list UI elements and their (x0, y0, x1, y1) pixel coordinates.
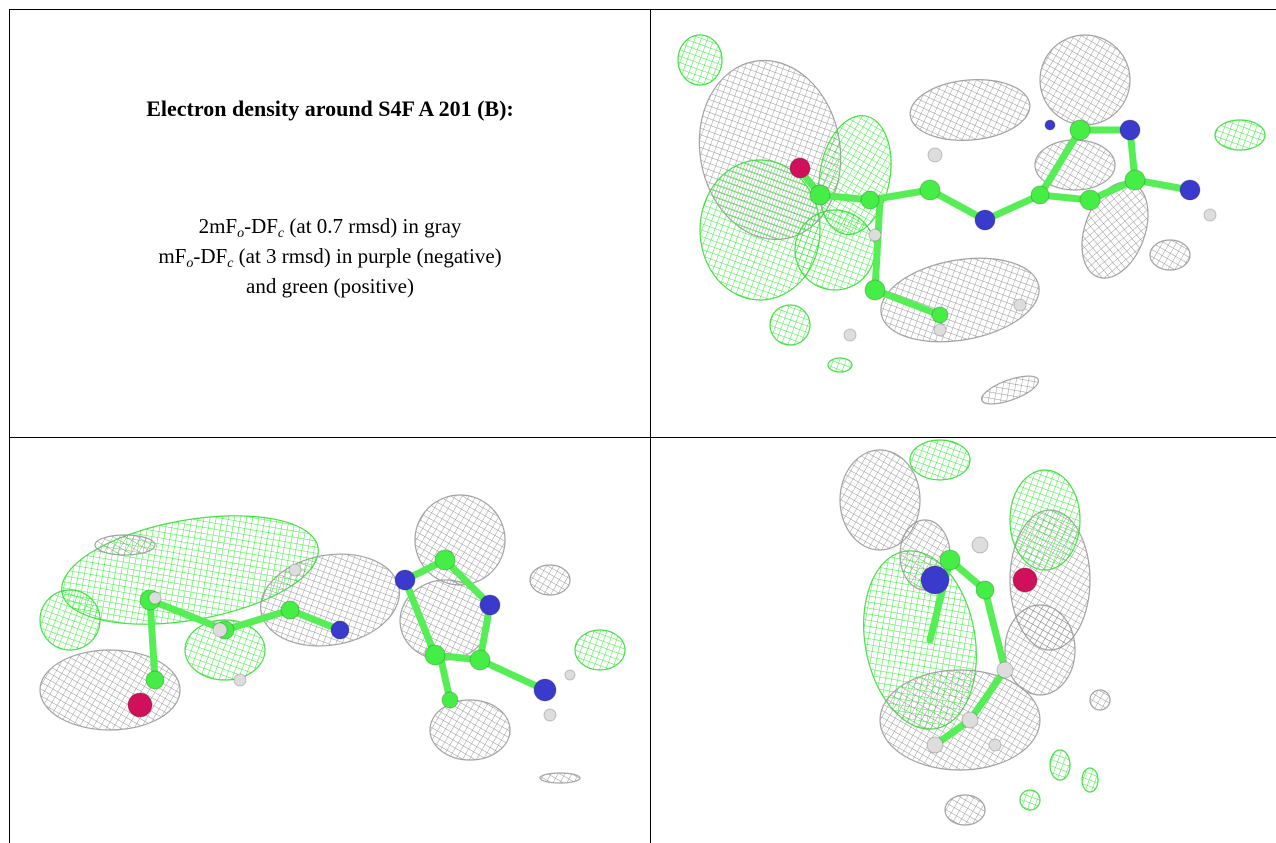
atom (997, 662, 1013, 678)
atom (149, 592, 161, 604)
atom (1204, 209, 1216, 221)
scenes (40, 35, 1265, 825)
atom (470, 650, 490, 670)
gray-mesh (1040, 35, 1130, 125)
atom (442, 692, 458, 708)
atom (976, 581, 994, 599)
atom (213, 623, 227, 637)
green-mesh (1020, 790, 1040, 810)
green-mesh (1010, 470, 1080, 570)
green-mesh (795, 210, 875, 290)
caption-text: -DF (244, 214, 278, 238)
caption-text: mF (158, 244, 186, 268)
atom (790, 158, 810, 178)
gray-mesh (1005, 605, 1075, 695)
atom (425, 645, 445, 665)
bond (875, 200, 880, 290)
atom (1180, 180, 1200, 200)
figure-grid (0, 0, 1276, 843)
atom (544, 709, 556, 721)
atom (861, 191, 879, 209)
atom (920, 180, 940, 200)
green-mesh (575, 630, 625, 670)
atom (480, 595, 500, 615)
atom (1125, 170, 1145, 190)
atom (1014, 299, 1026, 311)
green-mesh (678, 35, 722, 85)
gray-mesh (908, 75, 1033, 145)
atom (289, 564, 301, 576)
atom (932, 307, 948, 323)
atom (534, 679, 556, 701)
atom (395, 570, 415, 590)
gray-mesh (430, 700, 510, 760)
atom (989, 739, 1001, 751)
gray-mesh (540, 773, 580, 783)
caption-line: 2mFo-DFc (at 0.7 rmsd) in gray (12, 214, 648, 239)
atom (869, 229, 881, 241)
atom (128, 693, 152, 717)
green-mesh (1050, 750, 1070, 780)
atom (1013, 568, 1037, 592)
caption-text: -DF (193, 244, 227, 268)
atom (927, 737, 943, 753)
atom (972, 537, 988, 553)
gray-mesh (1090, 690, 1110, 710)
atom (1031, 186, 1049, 204)
atom (281, 601, 299, 619)
atom (1120, 120, 1140, 140)
gray-mesh (880, 670, 1040, 770)
page: {"caption": {"title": "Electron density … (0, 0, 1276, 843)
gray-mesh (978, 370, 1041, 409)
atom (810, 185, 830, 205)
green-mesh (910, 440, 970, 480)
atom (928, 148, 942, 162)
atom (962, 712, 978, 728)
atom (234, 674, 246, 686)
green-mesh (1082, 768, 1098, 792)
green-mesh (770, 305, 810, 345)
atom (975, 210, 995, 230)
bond (150, 600, 155, 680)
atom (565, 670, 575, 680)
atom (921, 566, 949, 594)
caption-line: and green (positive) (12, 274, 648, 299)
atom (146, 671, 164, 689)
gray-mesh (1150, 240, 1190, 270)
caption-text: and green (positive) (246, 274, 414, 298)
green-mesh (828, 358, 852, 372)
atom (940, 550, 960, 570)
atom (435, 550, 455, 570)
atom (1070, 120, 1090, 140)
atom (331, 621, 349, 639)
atom (844, 329, 856, 341)
caption-text: 2mF (199, 214, 238, 238)
atom (934, 324, 946, 336)
gray-mesh (945, 795, 985, 825)
gray-mesh (95, 535, 155, 555)
caption-text: (at 0.7 rmsd) in gray (284, 214, 461, 238)
bond (985, 590, 1005, 670)
atom (865, 280, 885, 300)
green-mesh (1215, 120, 1265, 150)
green-mesh (40, 590, 100, 650)
gray-mesh (40, 650, 180, 730)
atom (1045, 120, 1055, 130)
atom (1080, 190, 1100, 210)
caption-title: Electron density around S4F A 201 (B): (12, 96, 648, 122)
caption-text: (at 3 rmsd) in purple (negative) (233, 244, 501, 268)
caption-line: mFo-DFc (at 3 rmsd) in purple (negative) (12, 244, 648, 269)
gray-mesh (530, 565, 570, 595)
